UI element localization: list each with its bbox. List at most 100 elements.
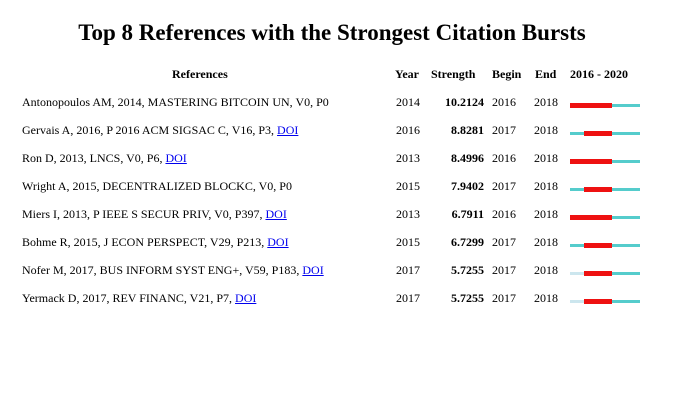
begin-cell: 2016 — [492, 207, 516, 221]
reference-cell: Bohme R, 2015, J ECON PERSPECT, V29, P21… — [22, 234, 289, 250]
burst-timeline — [570, 215, 640, 220]
table-row: Gervais A, 2016, P 2016 ACM SIGSAC C, V1… — [0, 116, 684, 144]
reference-cell: Antonopoulos AM, 2014, MASTERING BITCOIN… — [22, 94, 329, 110]
burst-segment — [570, 215, 584, 220]
year-cell: 2015 — [396, 179, 420, 193]
year-cell: 2015 — [396, 235, 420, 249]
reference-text: Antonopoulos AM, 2014, MASTERING BITCOIN… — [22, 95, 329, 109]
table-row: Bohme R, 2015, J ECON PERSPECT, V29, P21… — [0, 228, 684, 256]
timeline-segment — [612, 160, 626, 163]
burst-segment — [598, 271, 612, 276]
burst-segment — [584, 243, 598, 248]
burst-segment — [570, 103, 584, 108]
page-title: Top 8 References with the Strongest Cita… — [78, 20, 586, 45]
reference-text: Miers I, 2013, P IEEE S SECUR PRIV, V0, … — [22, 207, 266, 221]
pre-publication-segment — [570, 300, 584, 303]
burst-timeline — [570, 271, 640, 276]
header-strength: Strength — [431, 67, 476, 81]
header-begin: Begin — [492, 67, 522, 81]
burst-segment — [598, 243, 612, 248]
doi-link[interactable]: DOI — [277, 123, 299, 137]
reference-text: Gervais A, 2016, P 2016 ACM SIGSAC C, V1… — [22, 123, 278, 137]
pre-publication-segment — [570, 272, 584, 275]
burst-segment — [598, 187, 612, 192]
burst-segment — [598, 299, 612, 304]
timeline-segment — [626, 300, 640, 303]
end-cell: 2018 — [534, 235, 558, 249]
burst-segment — [598, 131, 612, 136]
timeline-segment — [626, 244, 640, 247]
table-row: Wright A, 2015, DECENTRALIZED BLOCKC, V0… — [0, 172, 684, 200]
end-cell: 2018 — [534, 263, 558, 277]
burst-segment — [598, 215, 612, 220]
table-row: Nofer M, 2017, BUS INFORM SYST ENG+, V59… — [0, 256, 684, 284]
table-row: Miers I, 2013, P IEEE S SECUR PRIV, V0, … — [0, 200, 684, 228]
header-year-range: 2016 - 2020 — [570, 67, 628, 81]
timeline-segment — [612, 188, 626, 191]
timeline-segment — [626, 104, 640, 107]
year-cell: 2013 — [396, 207, 420, 221]
timeline-segment — [570, 188, 584, 191]
begin-cell: 2017 — [492, 123, 516, 137]
end-cell: 2018 — [534, 179, 558, 193]
timeline-segment — [612, 272, 626, 275]
year-cell: 2017 — [396, 291, 420, 305]
year-cell: 2014 — [396, 95, 420, 109]
reference-cell: Ron D, 2013, LNCS, V0, P6, DOI — [22, 150, 187, 166]
burst-segment — [570, 159, 584, 164]
burst-segment — [584, 159, 598, 164]
timeline-segment — [626, 160, 640, 163]
reference-text: Bohme R, 2015, J ECON PERSPECT, V29, P21… — [22, 235, 268, 249]
doi-link[interactable]: DOI — [267, 235, 289, 249]
doi-link[interactable]: DOI — [265, 207, 287, 221]
begin-cell: 2017 — [492, 263, 516, 277]
begin-cell: 2016 — [492, 95, 516, 109]
strength-cell: 5.7255 — [451, 291, 484, 305]
burst-timeline — [570, 243, 640, 248]
reference-text: Yermack D, 2017, REV FINANC, V21, P7, — [22, 291, 236, 305]
table-row: Antonopoulos AM, 2014, MASTERING BITCOIN… — [0, 88, 684, 116]
end-cell: 2018 — [534, 291, 558, 305]
doi-link[interactable]: DOI — [165, 151, 187, 165]
year-cell: 2017 — [396, 263, 420, 277]
reference-cell: Miers I, 2013, P IEEE S SECUR PRIV, V0, … — [22, 206, 287, 222]
timeline-segment — [612, 300, 626, 303]
timeline-segment — [570, 244, 584, 247]
burst-timeline — [570, 159, 640, 164]
timeline-segment — [612, 244, 626, 247]
timeline-segment — [626, 132, 640, 135]
burst-segment — [584, 187, 598, 192]
strength-cell: 6.7911 — [451, 207, 484, 221]
timeline-segment — [570, 132, 584, 135]
year-cell: 2016 — [396, 123, 420, 137]
timeline-segment — [626, 216, 640, 219]
end-cell: 2018 — [534, 123, 558, 137]
burst-segment — [584, 299, 598, 304]
begin-cell: 2017 — [492, 291, 516, 305]
reference-cell: Gervais A, 2016, P 2016 ACM SIGSAC C, V1… — [22, 122, 298, 138]
table-row: Ron D, 2013, LNCS, V0, P6, DOI 2013 8.4996… — [0, 144, 684, 172]
table-row: Yermack D, 2017, REV FINANC, V21, P7, DO… — [0, 284, 684, 312]
reference-cell: Yermack D, 2017, REV FINANC, V21, P7, DO… — [22, 290, 256, 306]
header-end: End — [535, 67, 557, 81]
burst-timeline — [570, 299, 640, 304]
doi-link[interactable]: DOI — [235, 291, 257, 305]
timeline-segment — [626, 188, 640, 191]
end-cell: 2018 — [534, 207, 558, 221]
end-cell: 2018 — [534, 95, 558, 109]
strength-cell: 6.7299 — [451, 235, 484, 249]
header-year: Year — [395, 67, 419, 81]
strength-cell: 5.7255 — [451, 263, 484, 277]
reference-text: Ron D, 2013, LNCS, V0, P6, — [22, 151, 166, 165]
reference-cell: Nofer M, 2017, BUS INFORM SYST ENG+, V59… — [22, 262, 324, 278]
strength-cell: 10.2124 — [445, 95, 484, 109]
reference-text: Nofer M, 2017, BUS INFORM SYST ENG+, V59… — [22, 263, 303, 277]
burst-segment — [584, 131, 598, 136]
begin-cell: 2016 — [492, 151, 516, 165]
burst-segment — [584, 271, 598, 276]
strength-cell: 8.8281 — [451, 123, 484, 137]
header-references: References — [172, 67, 228, 81]
burst-segment — [598, 103, 612, 108]
burst-segment — [584, 215, 598, 220]
doi-link[interactable]: DOI — [302, 263, 324, 277]
